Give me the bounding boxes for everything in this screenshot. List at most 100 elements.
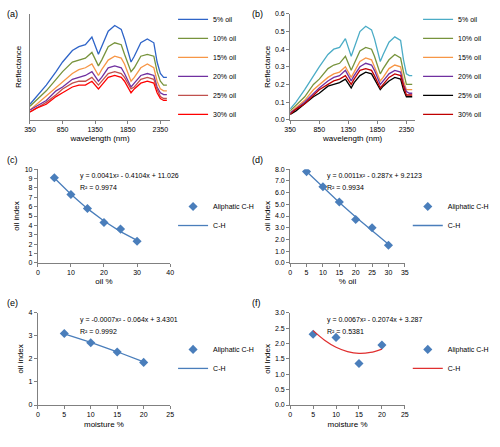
svg-text:C-H: C-H	[448, 365, 460, 372]
svg-text:1: 1	[29, 250, 33, 257]
svg-text:3: 3	[29, 231, 33, 238]
svg-text:10% oil: 10% oil	[213, 35, 236, 42]
svg-text:0.1: 0.1	[275, 99, 285, 106]
svg-text:30: 30	[385, 269, 393, 276]
svg-text:10% oil: 10% oil	[458, 35, 481, 42]
svg-text:5% oil: 5% oil	[458, 16, 478, 23]
svg-text:850: 850	[313, 126, 325, 133]
svg-text:20: 20	[100, 269, 108, 276]
svg-text:Reflectance: Reflectance	[14, 45, 23, 88]
svg-text:25% oil: 25% oil	[213, 92, 236, 99]
svg-text:5: 5	[62, 411, 66, 418]
svg-text:20: 20	[378, 411, 386, 418]
svg-text:3: 3	[29, 332, 33, 339]
svg-text:y = 0.0067x² - 0.2074x + 3.287: y = 0.0067x² - 0.2074x + 3.287	[327, 316, 422, 324]
svg-text:8: 8	[29, 184, 33, 191]
svg-text:350: 350	[284, 126, 296, 133]
svg-text:oil index: oil index	[16, 344, 25, 373]
svg-text:(b): (b)	[252, 9, 263, 19]
svg-text:2.0: 2.0	[275, 236, 285, 243]
svg-text:1.0: 1.0	[275, 371, 285, 378]
svg-text:wavelength (nm): wavelength (nm)	[69, 134, 129, 143]
svg-text:1850: 1850	[120, 126, 136, 133]
svg-text:1350: 1350	[87, 126, 103, 133]
svg-text:1850: 1850	[370, 126, 386, 133]
svg-text:C-H: C-H	[213, 365, 225, 372]
svg-text:6.0: 6.0	[275, 189, 285, 196]
svg-text:15: 15	[335, 269, 343, 276]
svg-text:850: 850	[57, 126, 69, 133]
svg-text:oil %: oil %	[95, 277, 112, 286]
svg-text:0.5: 0.5	[275, 28, 285, 35]
svg-text:wavelength (nm): wavelength (nm)	[322, 134, 382, 143]
svg-text:3.0: 3.0	[275, 309, 285, 316]
svg-text:0.0: 0.0	[275, 259, 285, 266]
svg-text:moisture %: moisture %	[328, 420, 368, 429]
svg-text:30: 30	[133, 269, 141, 276]
svg-text:3.0: 3.0	[275, 224, 285, 231]
svg-text:40: 40	[166, 269, 174, 276]
svg-text:0: 0	[36, 411, 40, 418]
svg-text:8.0: 8.0	[275, 166, 285, 173]
svg-text:10: 10	[332, 411, 340, 418]
svg-text:15: 15	[355, 411, 363, 418]
svg-text:Aliphatic C-H: Aliphatic C-H	[213, 203, 254, 211]
svg-text:30% oil: 30% oil	[213, 111, 236, 118]
svg-text:20% oil: 20% oil	[213, 73, 236, 80]
svg-text:2.0: 2.0	[275, 340, 285, 347]
svg-text:2: 2	[29, 241, 33, 248]
svg-text:4: 4	[29, 309, 33, 316]
svg-text:10: 10	[87, 411, 95, 418]
svg-text:2.5: 2.5	[275, 325, 285, 332]
svg-text:C-H: C-H	[448, 222, 460, 229]
svg-text:0.6: 0.6	[275, 10, 285, 17]
svg-text:4.0: 4.0	[275, 212, 285, 219]
svg-text:Aliphatic C-H: Aliphatic C-H	[448, 346, 489, 354]
svg-text:(f): (f)	[252, 298, 261, 308]
svg-text:Aliphatic C-H: Aliphatic C-H	[448, 203, 489, 211]
svg-text:2350: 2350	[399, 126, 415, 133]
svg-text:R² = 0.5381: R² = 0.5381	[327, 328, 364, 335]
svg-text:10: 10	[67, 269, 75, 276]
svg-text:35: 35	[401, 269, 409, 276]
svg-text:5: 5	[305, 269, 309, 276]
svg-text:1.5: 1.5	[275, 355, 285, 362]
svg-text:25% oil: 25% oil	[458, 92, 481, 99]
svg-text:% oil: % oil	[339, 277, 357, 286]
svg-text:y = -0.0007x² - 0.064x + 3.430: y = -0.0007x² - 0.064x + 3.4301	[80, 316, 178, 324]
svg-text:20% oil: 20% oil	[458, 73, 481, 80]
svg-text:C-H: C-H	[213, 222, 225, 229]
svg-text:2: 2	[29, 355, 33, 362]
svg-text:5.0: 5.0	[275, 201, 285, 208]
svg-text:5: 5	[311, 411, 315, 418]
svg-text:0: 0	[288, 269, 292, 276]
svg-text:0.4: 0.4	[275, 46, 285, 53]
svg-text:R² = 0.9992: R² = 0.9992	[80, 328, 117, 335]
svg-text:oil Index: oil Index	[263, 201, 272, 231]
svg-text:15: 15	[113, 411, 121, 418]
svg-text:6: 6	[29, 203, 33, 210]
svg-text:7.0: 7.0	[275, 177, 285, 184]
svg-text:25: 25	[401, 411, 409, 418]
svg-text:(e): (e)	[7, 298, 18, 308]
svg-text:0: 0	[36, 269, 40, 276]
svg-text:Aliphatic C-H: Aliphatic C-H	[213, 346, 254, 354]
svg-text:0.3: 0.3	[275, 63, 285, 70]
svg-text:4: 4	[29, 222, 33, 229]
svg-text:2350: 2350	[153, 126, 169, 133]
svg-text:25: 25	[166, 411, 174, 418]
svg-text:0: 0	[29, 259, 33, 266]
svg-text:5% oil: 5% oil	[213, 16, 233, 23]
svg-text:9: 9	[29, 175, 33, 182]
svg-text:0.2: 0.2	[275, 81, 285, 88]
svg-text:oil Index: oil Index	[263, 344, 272, 374]
svg-text:y = 0.0011x² - 0.287x + 9.2123: y = 0.0011x² - 0.287x + 9.2123	[327, 172, 422, 180]
svg-text:15% oil: 15% oil	[458, 54, 481, 61]
svg-text:0.0: 0.0	[275, 401, 285, 408]
svg-text:R² = 0.9934: R² = 0.9934	[327, 184, 364, 191]
svg-text:5: 5	[29, 212, 33, 219]
svg-text:R² = 0.9974: R² = 0.9974	[80, 184, 117, 191]
svg-text:y = 0.0041x² - 0.4104x + 11.02: y = 0.0041x² - 0.4104x + 11.026	[80, 172, 179, 180]
svg-text:10: 10	[25, 166, 33, 173]
svg-text:350: 350	[24, 126, 36, 133]
